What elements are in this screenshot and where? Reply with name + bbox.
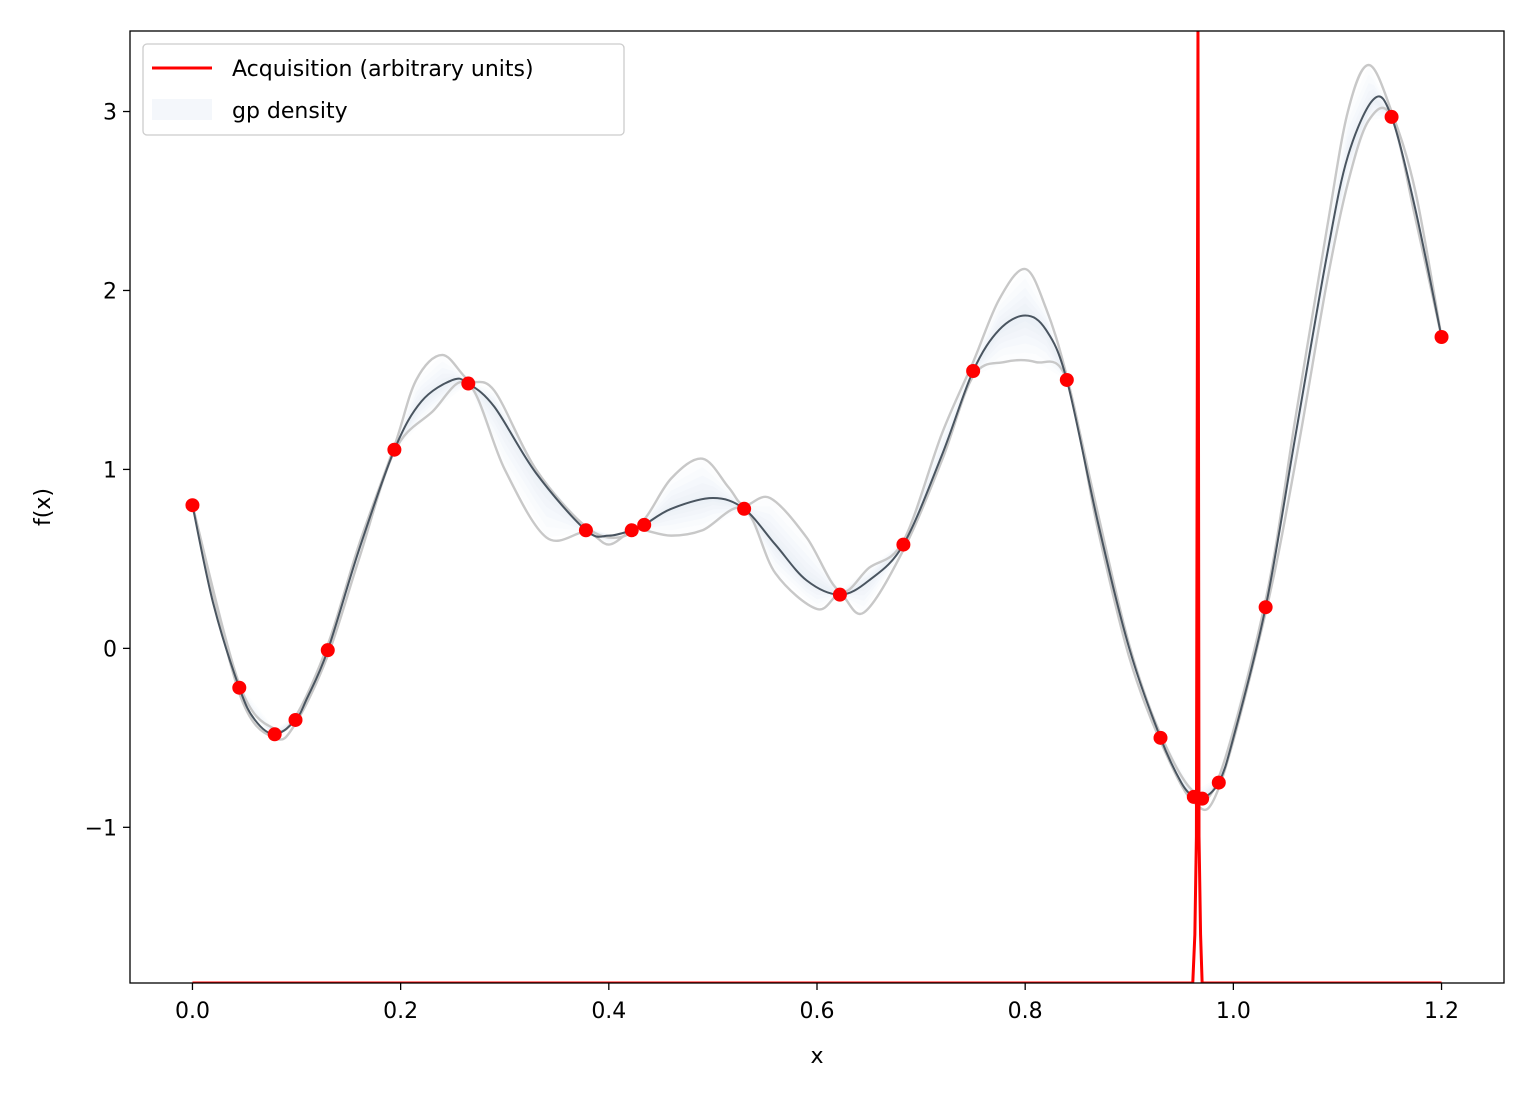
x-tick-label: 0.4 xyxy=(591,999,626,1024)
observation-point xyxy=(1258,600,1273,615)
observation-point xyxy=(1059,372,1074,387)
observation-point xyxy=(185,498,200,513)
x-tick-label: 0.6 xyxy=(800,999,835,1024)
acquisition-line xyxy=(192,31,1442,983)
observation-point xyxy=(1153,730,1168,745)
y-axis-label: f(x) xyxy=(31,488,56,526)
observation-point xyxy=(832,587,847,602)
observation-point xyxy=(320,643,335,658)
observation-point xyxy=(1434,330,1449,344)
observation-points xyxy=(185,109,1449,806)
observation-point xyxy=(578,523,593,538)
legend: Acquisition (arbitrary units) gp density xyxy=(142,43,625,136)
x-tick-label: 1.2 xyxy=(1424,999,1459,1024)
observation-point xyxy=(267,727,282,742)
observation-point xyxy=(966,364,981,378)
y-tick-label: 1 xyxy=(103,458,117,483)
gp-upper-bound-line xyxy=(191,63,1443,801)
observation-point xyxy=(1211,775,1226,790)
legend-gp-density-label: gp density xyxy=(232,99,348,124)
observation-point xyxy=(288,712,303,727)
x-tick-label: 1.0 xyxy=(1216,999,1251,1024)
legend-gp-density-swatch xyxy=(152,99,212,120)
x-tick-label: 0.8 xyxy=(1008,999,1043,1024)
x-axis-ticks: 0.0 0.2 0.4 0.6 0.8 1.0 1.2 xyxy=(175,983,1459,1024)
y-tick-label: 3 xyxy=(103,101,117,126)
observation-point xyxy=(1195,791,1210,806)
observation-point xyxy=(624,523,639,538)
observation-point xyxy=(637,517,652,532)
y-axis-ticks: −1 0 1 2 3 xyxy=(85,101,130,841)
y-tick-label: 0 xyxy=(103,637,117,662)
x-tick-label: 0.0 xyxy=(175,999,210,1024)
legend-box xyxy=(142,43,625,136)
observation-point xyxy=(461,376,476,391)
x-tick-label: 0.2 xyxy=(383,999,418,1024)
y-tick-label: 2 xyxy=(103,279,117,304)
y-tick-label: −1 xyxy=(85,816,117,841)
gp-mean-line xyxy=(191,95,1443,801)
observation-point xyxy=(896,537,911,552)
observation-point xyxy=(1384,109,1399,124)
observation-point xyxy=(737,501,752,516)
x-axis-label: x xyxy=(810,1044,823,1069)
gp-lower-bound-line xyxy=(191,106,1443,812)
observation-point xyxy=(232,680,247,695)
observation-point xyxy=(387,442,402,457)
legend-acquisition-label: Acquisition (arbitrary units) xyxy=(232,57,534,82)
